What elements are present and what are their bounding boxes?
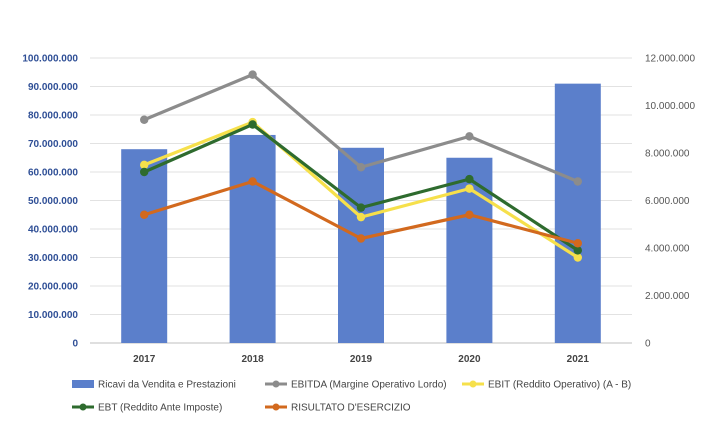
legend-label: EBITDA (Margine Operativo Lordo) — [291, 380, 447, 391]
left-axis-tick-label: 40.000.000 — [28, 225, 78, 236]
series-point — [248, 177, 257, 186]
legend-item-risultato-d-esercizio: RISULTATO D'ESERCIZIO — [265, 403, 411, 414]
left-axis-tick-label: 90.000.000 — [28, 82, 78, 93]
series-point — [140, 160, 149, 170]
right-axis-tick-label: 6.000.000 — [645, 196, 690, 207]
line-series-ebitda-margine-operativo-lordo — [140, 70, 582, 186]
left-axis-tick-label: 50.000.000 — [28, 196, 78, 207]
legend-label: RISULTATO D'ESERCIZIO — [291, 403, 411, 414]
legend-label: Ricavi da Vendita e Prestazioni — [98, 380, 236, 391]
series-point — [248, 120, 257, 129]
right-axis-tick-label: 8.000.000 — [645, 149, 690, 160]
series-point — [465, 132, 474, 141]
series-point — [356, 234, 366, 243]
x-axis-tick-label: 2021 — [567, 354, 590, 365]
line-series-ebt-reddito-ante-imposte — [140, 120, 582, 255]
legend-marker — [469, 380, 477, 388]
bar-ricavi-2021 — [554, 83, 601, 344]
axes: 0 10.000.000 20.000.000 30.000.000 40.000.00… — [22, 54, 695, 366]
series-point — [356, 203, 366, 212]
series-point — [248, 70, 257, 79]
legend-label: EBIT (Reddito Operativo) (A - B) — [488, 380, 631, 391]
left-axis-tick-label: 80.000.000 — [28, 111, 78, 122]
series-point — [140, 210, 149, 219]
series-point — [356, 212, 366, 222]
series-point — [140, 115, 149, 124]
right-axis-tick-label: 2.000.000 — [645, 291, 690, 302]
line-series-risultato-d-esercizio — [140, 177, 582, 248]
left-axis-tick-label: 60.000.000 — [28, 168, 78, 179]
legend-item-ebit-reddito-operativo-a-b: EBIT (Reddito Operativo) (A - B) — [462, 380, 631, 391]
x-axis-tick-label: 2020 — [458, 354, 481, 365]
left-axis-tick-label: 100.000.000 — [22, 54, 78, 65]
bar-series — [121, 83, 601, 344]
left-axis-tick-label: 70.000.000 — [28, 139, 78, 150]
legend: Ricavi da Vendita e Prestazioni EBITDA (M… — [72, 380, 631, 414]
left-axis-tick-label: 10.000.000 — [28, 310, 78, 321]
series-point — [573, 246, 582, 255]
x-axis-tick-label: 2018 — [241, 354, 264, 365]
right-axis-tick-label: 4.000.000 — [645, 244, 690, 255]
legend-item-ricavi-da-vendita-e-prestazioni: Ricavi da Vendita e Prestazioni — [72, 380, 236, 391]
bar-ricavi-2018 — [229, 134, 276, 343]
legend-swatch — [72, 380, 94, 388]
legend-item-ebitda-margine-operativo-lordo: EBITDA (Margine Operativo Lordo) — [265, 380, 447, 391]
legend-item-ebt-reddito-ante-imposte: EBT (Reddito Ante Imposte) — [72, 403, 222, 414]
series-point — [140, 167, 149, 177]
series-point — [465, 210, 474, 219]
x-axis-tick-label: 2017 — [133, 354, 156, 365]
legend-marker — [272, 403, 280, 411]
legend-label: EBT (Reddito Ante Imposte) — [98, 403, 222, 414]
series-point — [573, 177, 582, 186]
right-axis-tick-label: 10.000.000 — [645, 101, 695, 112]
bar-ricavi-2017 — [121, 149, 168, 343]
series-point — [573, 253, 582, 262]
left-axis-tick-label: 0 — [72, 339, 78, 350]
series-point — [465, 184, 474, 193]
right-axis-tick-label: 12.000.000 — [645, 54, 695, 65]
legend-marker — [272, 380, 280, 388]
series-point — [573, 239, 582, 248]
legend-marker — [79, 403, 87, 411]
right-axis-tick-label: 0 — [645, 339, 651, 350]
series-point — [356, 163, 366, 172]
x-axis-tick-label: 2019 — [350, 354, 373, 365]
bar-ricavi-2019 — [338, 147, 384, 343]
left-axis-tick-label: 20.000.000 — [28, 282, 78, 293]
line-series-group — [140, 70, 582, 262]
series-point — [465, 174, 474, 184]
left-axis-tick-label: 30.000.000 — [28, 253, 78, 264]
